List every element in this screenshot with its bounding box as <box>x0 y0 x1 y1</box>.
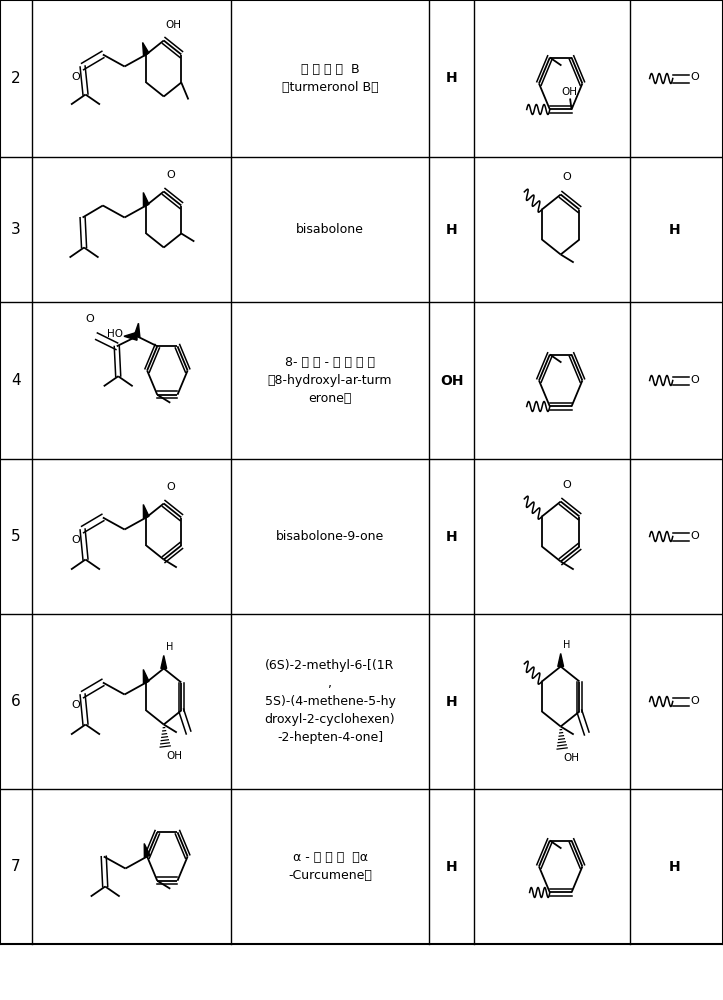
Text: H: H <box>446 860 458 874</box>
Text: 姜 黄 酮 醇  B
（turmeronol B）: 姜 黄 酮 醇 B （turmeronol B） <box>282 63 378 94</box>
Text: H: H <box>669 860 681 874</box>
Text: H: H <box>563 641 570 651</box>
Text: α - 姜 黄 烯  （α
-Curcumene）: α - 姜 黄 烯 （α -Curcumene） <box>288 851 372 882</box>
Text: 7: 7 <box>11 859 21 874</box>
Text: O: O <box>690 531 699 541</box>
Text: H: H <box>166 643 174 653</box>
Text: OH: OH <box>165 20 181 30</box>
Text: H: H <box>669 223 681 236</box>
Polygon shape <box>143 505 149 519</box>
Text: O: O <box>690 73 699 83</box>
Polygon shape <box>161 656 166 669</box>
Text: 6: 6 <box>11 694 21 709</box>
Text: O: O <box>72 700 80 710</box>
Text: OH: OH <box>166 751 183 761</box>
Text: O: O <box>72 72 80 82</box>
Polygon shape <box>142 42 149 56</box>
Text: H: H <box>446 223 458 236</box>
Polygon shape <box>143 192 149 207</box>
Text: O: O <box>166 482 175 492</box>
Text: O: O <box>562 172 571 182</box>
Text: bisabolone-9-one: bisabolone-9-one <box>276 530 384 543</box>
Text: OH: OH <box>564 753 580 763</box>
Polygon shape <box>143 670 149 684</box>
Text: O: O <box>72 535 80 545</box>
Polygon shape <box>558 654 564 667</box>
Polygon shape <box>124 332 137 340</box>
Text: O: O <box>690 696 699 706</box>
Text: H: H <box>446 695 458 709</box>
Text: 4: 4 <box>11 373 21 388</box>
Text: HO: HO <box>106 329 122 339</box>
Text: (6S)-2-methyl-6-[(1R
,
5S)-(4-methene-5-hy
droxyl-2-cyclohexen)
-2-hepten-4-one]: (6S)-2-methyl-6-[(1R , 5S)-(4-methene-5-… <box>265 659 395 744</box>
Text: 5: 5 <box>11 529 21 544</box>
Text: O: O <box>85 314 94 324</box>
Text: H: H <box>446 72 458 86</box>
Text: O: O <box>562 480 571 490</box>
Polygon shape <box>134 323 140 337</box>
Text: OH: OH <box>440 374 463 388</box>
Text: 8- 羟 基 - 芳 姜 黄 酮
（8-hydroxyl-ar-turm
erone）: 8- 羟 基 - 芳 姜 黄 酮 （8-hydroxyl-ar-turm ero… <box>268 356 393 405</box>
Polygon shape <box>144 844 150 858</box>
Text: 3: 3 <box>11 222 21 237</box>
Text: O: O <box>166 169 175 180</box>
Text: OH: OH <box>561 87 578 97</box>
Text: bisabolone: bisabolone <box>296 223 364 236</box>
Text: H: H <box>446 530 458 544</box>
Text: O: O <box>690 375 699 385</box>
Text: 2: 2 <box>11 71 21 86</box>
